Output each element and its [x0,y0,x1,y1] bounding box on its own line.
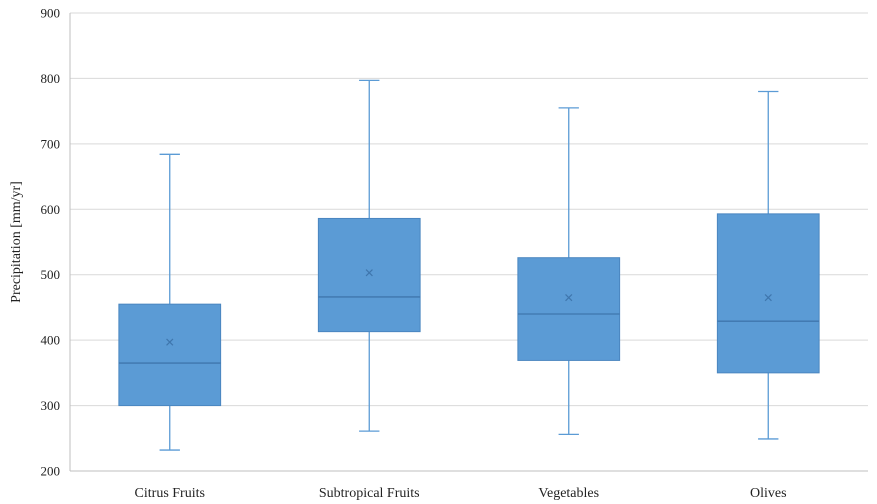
y-axis: 200 300 400 500 600 700 800 900 [41,6,71,479]
x-category-label: Citrus Fruits [135,486,205,501]
box-series [119,80,819,450]
y-tick-label: 500 [41,267,61,282]
y-tick-label: 900 [41,6,61,21]
box-3 [518,108,620,434]
y-tick-label: 700 [41,136,61,151]
x-axis: Citrus Fruits Subtropical Fruits Vegetable… [70,471,868,501]
iqr-box [318,218,420,331]
y-tick-label: 600 [41,202,61,217]
iqr-box [518,258,620,361]
x-category-label: Olives [750,486,787,501]
y-tick-label: 800 [41,71,61,86]
y-tick-label: 400 [41,333,61,348]
y-tick-label: 300 [41,398,61,413]
box-1 [119,154,221,450]
box-2 [318,80,420,431]
x-category-label: Subtropical Fruits [319,486,420,501]
y-tick-label: 200 [41,464,61,479]
y-axis-label: Precipitation [mm/yr] [9,181,24,303]
iqr-box [119,304,221,405]
x-category-label: Vegetables [538,486,599,501]
iqr-box [717,214,819,373]
